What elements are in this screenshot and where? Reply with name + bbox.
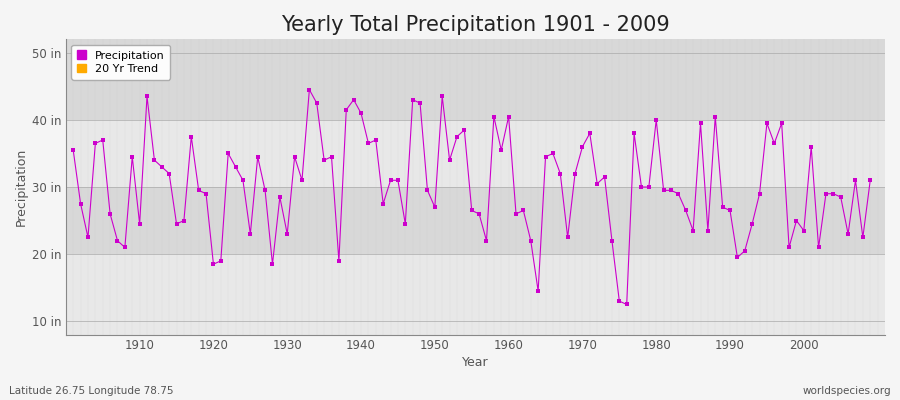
Title: Yearly Total Precipitation 1901 - 2009: Yearly Total Precipitation 1901 - 2009	[281, 15, 670, 35]
Bar	[66, 187, 885, 254]
Bar	[66, 120, 885, 187]
Legend: Precipitation, 20 Yr Trend: Precipitation, 20 Yr Trend	[71, 45, 170, 80]
Text: worldspecies.org: worldspecies.org	[803, 386, 891, 396]
Text: Latitude 26.75 Longitude 78.75: Latitude 26.75 Longitude 78.75	[9, 386, 174, 396]
Bar	[66, 39, 885, 53]
X-axis label: Year: Year	[462, 356, 489, 369]
Bar	[66, 321, 885, 335]
Bar	[66, 254, 885, 321]
Y-axis label: Precipitation: Precipitation	[15, 148, 28, 226]
Bar	[66, 53, 885, 120]
